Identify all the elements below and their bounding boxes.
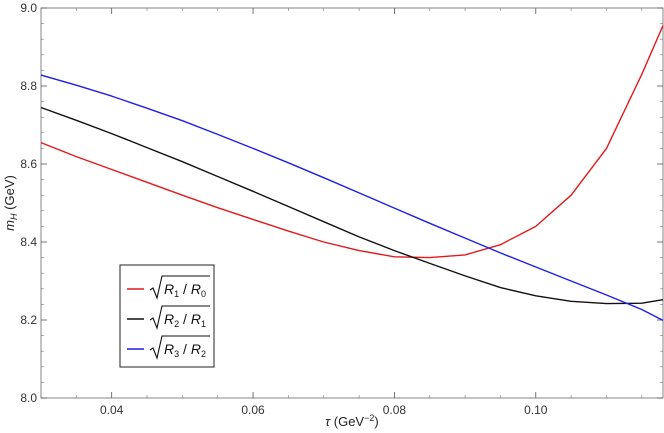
x-axis-unit: (GeV [330, 414, 364, 429]
legend-label-3: R3 / R2 [164, 341, 206, 359]
y-axis-symbol: m [2, 220, 17, 231]
series-line-2 [40, 106, 664, 305]
legend-box [119, 264, 215, 368]
y-tick-label: 8.0 [20, 391, 37, 405]
x-tick-label: 0.10 [524, 403, 548, 417]
plot-frame [40, 7, 664, 399]
x-axis-unit-close: ) [374, 414, 378, 429]
series-lines [40, 25, 664, 322]
axis-ticks: 0.04 0.06 0.08 0.10 8.0 8.2 8.4 8.6 8.8 9.0 [20, 1, 663, 417]
series-line-1 [40, 25, 664, 259]
legend-label-1: R1 / R0 [164, 281, 206, 299]
series-line-3 [40, 74, 664, 322]
legend-sqrt-icon [149, 305, 210, 330]
y-tick-label: 9.0 [20, 1, 37, 15]
legend-sqrt-icon [149, 275, 210, 300]
x-axis-unit-exponent: −2 [364, 413, 374, 423]
y-tick-label: 8.6 [20, 157, 37, 171]
x-axis-label: τ (GeV−2) [325, 413, 378, 429]
legend: R1 / R0 R2 / R1 R3 / R2 [119, 264, 215, 368]
x-tick-label: 0.06 [241, 403, 265, 417]
y-axis-unit: (GeV) [2, 175, 17, 213]
legend-sqrt-icon [149, 335, 210, 360]
y-tick-label: 8.2 [20, 313, 37, 327]
y-axis-label: mH (GeV) [2, 175, 19, 231]
x-axis-symbol: τ [325, 414, 331, 429]
legend-label-2: R2 / R1 [164, 311, 206, 329]
y-tick-label: 8.4 [20, 235, 37, 249]
x-tick-label: 0.04 [100, 403, 124, 417]
y-axis-subscript: H [9, 213, 19, 220]
x-tick-label: 0.08 [383, 403, 407, 417]
y-tick-label: 8.8 [20, 79, 37, 93]
